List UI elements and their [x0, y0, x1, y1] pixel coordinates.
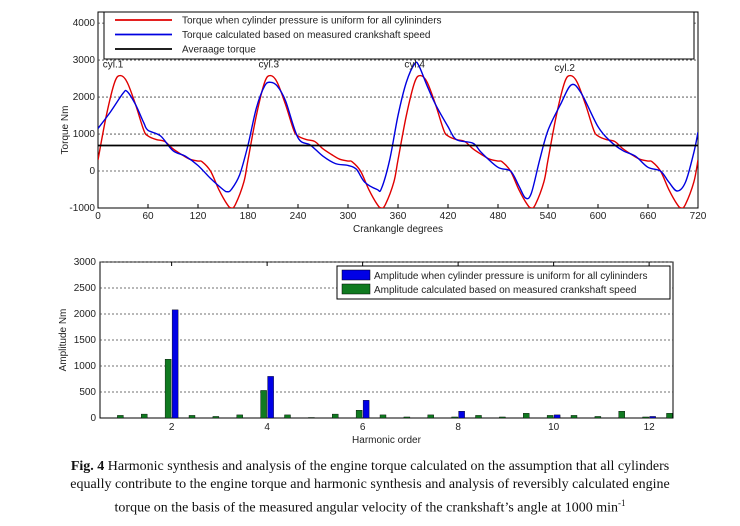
y-tick-label: 1500: [74, 335, 97, 346]
y-tick-label: 4000: [73, 18, 96, 29]
bar-measured: [570, 415, 578, 419]
x-axis-label: Harmonic order: [352, 435, 422, 446]
caption-line-2: equally contribute to the engine torque …: [70, 477, 670, 492]
x-axis-label: Crankangle degrees: [353, 224, 443, 235]
bar-uniform: [267, 376, 274, 419]
y-tick-label: 3000: [74, 257, 97, 268]
y-tick-label: 0: [89, 166, 95, 177]
caption-label: Fig. 4: [70, 459, 105, 474]
x-tick-label: 12: [644, 422, 656, 433]
legend-label: Torque calculated based on measured cran…: [182, 30, 431, 41]
x-tick-label: 300: [340, 211, 357, 222]
x-tick-label: 360: [390, 211, 407, 222]
cylinder-label: cyl.1: [103, 59, 124, 70]
y-tick-label: 2500: [74, 283, 97, 294]
figure-caption: Fig. 4 Harmonic synthesis and analysis o…: [0, 458, 740, 518]
bar-measured: [308, 417, 315, 419]
x-tick-label: 660: [640, 211, 657, 222]
legend-box: [103, 11, 695, 60]
y-axis-label: Torque Nm: [60, 106, 71, 155]
cylinder-label: cyl.3: [259, 59, 280, 70]
bar-measured: [188, 415, 196, 419]
bar-measured: [379, 414, 387, 419]
y-tick-label: 1000: [73, 129, 96, 140]
legend-swatch: [341, 269, 371, 281]
legend-label: Torque when cylinder pressure is uniform…: [182, 16, 442, 27]
x-tick-label: 2: [169, 422, 175, 433]
bar-measured: [427, 414, 434, 419]
cylinder-label: cyl.2: [554, 63, 575, 74]
x-tick-label: 420: [440, 211, 457, 222]
bar-measured: [164, 359, 172, 419]
x-tick-label: 6: [360, 422, 366, 433]
bar-measured: [523, 413, 530, 419]
legend-swatch: [341, 283, 371, 295]
bar-uniform: [362, 400, 370, 419]
y-tick-label: 1000: [74, 361, 97, 372]
x-tick-label: 4: [264, 422, 270, 433]
bar-measured: [618, 411, 625, 419]
y-tick-label: -1000: [69, 203, 95, 214]
bar-uniform: [171, 309, 179, 419]
legend-label: Amplitude when cylinder pressure is unif…: [374, 271, 647, 282]
bar-uniform: [553, 414, 561, 419]
x-tick-label: 0: [95, 211, 101, 222]
bar-measured: [666, 413, 673, 419]
y-tick-label: 500: [79, 387, 96, 398]
y-axis-label: Amplitude Nm: [58, 309, 69, 372]
bar-measured: [260, 390, 267, 419]
bar-measured: [212, 416, 220, 419]
y-tick-label: 2000: [73, 92, 96, 103]
legend-box: [336, 265, 671, 300]
legend: Torque when cylinder pressure is uniform…: [103, 11, 695, 60]
bar-measured: [642, 416, 649, 419]
x-tick-label: 60: [142, 211, 154, 222]
bar-measured: [546, 415, 554, 419]
x-tick-label: 540: [540, 211, 557, 222]
bar-measured: [499, 416, 506, 419]
legend-label: Amplitude calculated based on measured c…: [374, 285, 636, 296]
caption-line-3: torque on the basis of the measured angu…: [114, 500, 618, 516]
x-tick-label: 8: [455, 422, 461, 433]
bar-uniform: [458, 411, 465, 419]
bar-measured: [355, 410, 363, 419]
bar-measured: [117, 415, 124, 419]
bar-measured: [403, 416, 411, 419]
x-tick-label: 120: [190, 211, 207, 222]
bar-measured: [475, 415, 482, 419]
bar-measured: [141, 413, 148, 419]
x-tick-label: 600: [590, 211, 607, 222]
legend: Amplitude when cylinder pressure is unif…: [336, 265, 671, 300]
bar-measured: [594, 416, 602, 419]
bar-measured: [332, 413, 339, 419]
measured-torque-line: [98, 61, 698, 200]
caption-line-1: Harmonic synthesis and analysis of the e…: [107, 459, 670, 474]
bar-measured: [284, 414, 291, 419]
legend-label: Averaage torque: [182, 45, 256, 56]
y-tick-label: 2000: [74, 309, 97, 320]
caption-superscript: -1: [617, 498, 626, 508]
x-tick-label: 240: [290, 211, 307, 222]
x-tick-label: 180: [240, 211, 257, 222]
bar-measured: [236, 414, 243, 419]
x-tick-label: 10: [548, 422, 560, 433]
amplitude-chart: 0 500 1000 1500 2000 2500 3000 2 4 6 8 10 12 Harmonic…: [58, 257, 674, 446]
y-tick-label: 0: [90, 413, 96, 424]
y-tick-label: 3000: [73, 55, 96, 66]
x-tick-label: 480: [490, 211, 507, 222]
bar-uniform: [649, 416, 656, 419]
bar-measured: [451, 416, 458, 419]
x-tick-label: 720: [690, 211, 707, 222]
cylinder-label: cyl.4: [404, 59, 425, 70]
uniform-torque-line: [98, 74, 698, 208]
